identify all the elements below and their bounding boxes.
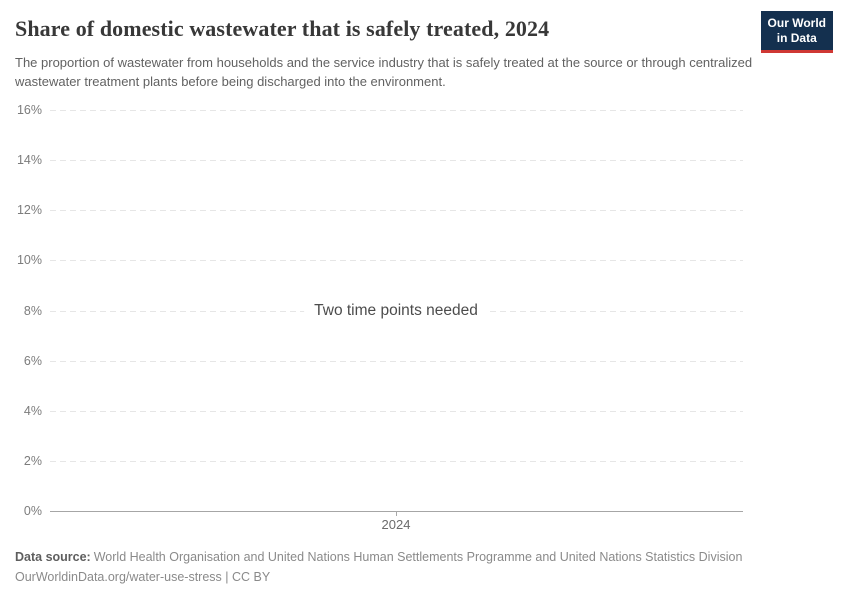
owid-logo-line1: Our World [767, 16, 826, 30]
data-source-text: World Health Organisation and United Nat… [93, 550, 743, 564]
gridline [50, 260, 743, 261]
x-axis-tick [396, 511, 397, 516]
x-axis-tick-label: 2024 [381, 517, 411, 532]
y-axis-tick-label: 6% [23, 354, 42, 368]
y-axis-tick-label: 12% [16, 203, 42, 217]
chart-subtitle: The proportion of wastewater from househ… [15, 55, 753, 89]
no-data-message: Two time points needed [304, 300, 488, 322]
data-source-label: Data source: [15, 550, 91, 564]
y-axis-tick-label: 8% [23, 304, 42, 318]
chart-footer: Data source: World Health Organisation an… [15, 547, 742, 587]
gridline [50, 110, 743, 111]
y-axis-tick-label: 2% [23, 454, 42, 468]
gridline [50, 210, 743, 211]
gridline [50, 361, 743, 362]
license-line: OurWorldinData.org/water-use-stress | CC… [15, 570, 271, 584]
gridline [50, 160, 743, 161]
owid-logo-line2: in Data [776, 31, 817, 45]
y-axis-tick-label: 14% [16, 153, 42, 167]
y-axis-tick-label: 16% [16, 103, 42, 117]
data-source-line: Data source: World Health Organisation an… [15, 547, 742, 567]
page-title: Share of domestic wastewater that is saf… [15, 16, 550, 41]
gridline [50, 411, 743, 412]
y-axis-tick-label: 4% [23, 404, 42, 418]
y-axis-tick-label: 0% [23, 504, 42, 518]
y-axis-tick-label: 10% [16, 253, 42, 267]
gridline [50, 461, 743, 462]
owid-logo: Our World in Data [760, 11, 833, 53]
